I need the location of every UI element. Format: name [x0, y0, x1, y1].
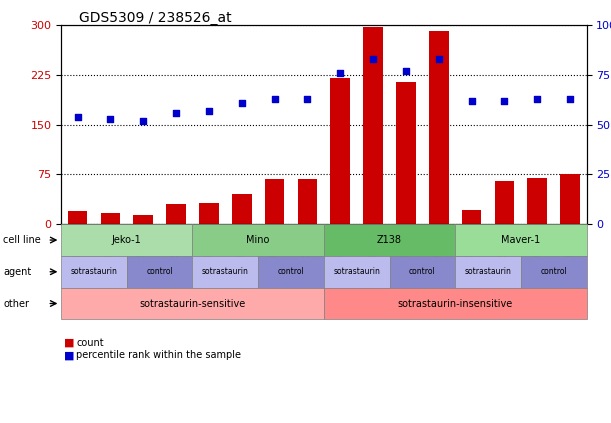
Bar: [232, 195, 252, 224]
Text: count: count: [76, 338, 104, 348]
Point: [335, 70, 345, 77]
Text: control: control: [146, 267, 173, 276]
Text: Mino: Mino: [246, 235, 270, 245]
Bar: [133, 215, 153, 224]
Text: Jeko-1: Jeko-1: [112, 235, 142, 245]
Text: sotrastaurin: sotrastaurin: [333, 267, 380, 276]
Point: [401, 68, 411, 74]
Text: sotrastaurin: sotrastaurin: [464, 267, 511, 276]
Bar: [560, 175, 580, 224]
Text: ■: ■: [64, 338, 75, 348]
Text: ■: ■: [64, 350, 75, 360]
Point: [237, 99, 247, 106]
Text: sotrastaurin-sensitive: sotrastaurin-sensitive: [139, 299, 246, 308]
Bar: [331, 78, 350, 224]
Point: [138, 118, 148, 124]
Bar: [298, 179, 317, 224]
Text: control: control: [409, 267, 436, 276]
Text: other: other: [3, 299, 29, 308]
Point: [565, 96, 575, 102]
Text: GDS5309 / 238526_at: GDS5309 / 238526_at: [79, 11, 232, 25]
Bar: [265, 179, 284, 224]
Bar: [527, 178, 547, 224]
Text: control: control: [540, 267, 567, 276]
Point: [269, 96, 279, 102]
Point: [171, 110, 181, 116]
Point: [368, 56, 378, 63]
Point: [434, 56, 444, 63]
Bar: [100, 213, 120, 224]
Point: [500, 98, 510, 104]
Text: sotrastaurin: sotrastaurin: [202, 267, 249, 276]
Bar: [166, 204, 186, 224]
Text: agent: agent: [3, 267, 31, 277]
Text: Maver-1: Maver-1: [501, 235, 541, 245]
Bar: [199, 203, 219, 224]
Point: [204, 107, 214, 114]
Point: [302, 96, 312, 102]
Point: [73, 113, 82, 120]
Point: [467, 98, 477, 104]
Text: sotrastaurin: sotrastaurin: [70, 267, 117, 276]
Bar: [396, 82, 415, 224]
Point: [532, 96, 542, 102]
Text: sotrastaurin-insensitive: sotrastaurin-insensitive: [398, 299, 513, 308]
Bar: [68, 211, 87, 224]
Text: cell line: cell line: [3, 235, 41, 245]
Bar: [462, 210, 481, 224]
Bar: [494, 181, 514, 224]
Text: Z138: Z138: [377, 235, 402, 245]
Bar: [363, 27, 383, 224]
Bar: [429, 31, 448, 224]
Text: control: control: [277, 267, 304, 276]
Text: percentile rank within the sample: percentile rank within the sample: [76, 350, 241, 360]
Point: [106, 115, 115, 122]
